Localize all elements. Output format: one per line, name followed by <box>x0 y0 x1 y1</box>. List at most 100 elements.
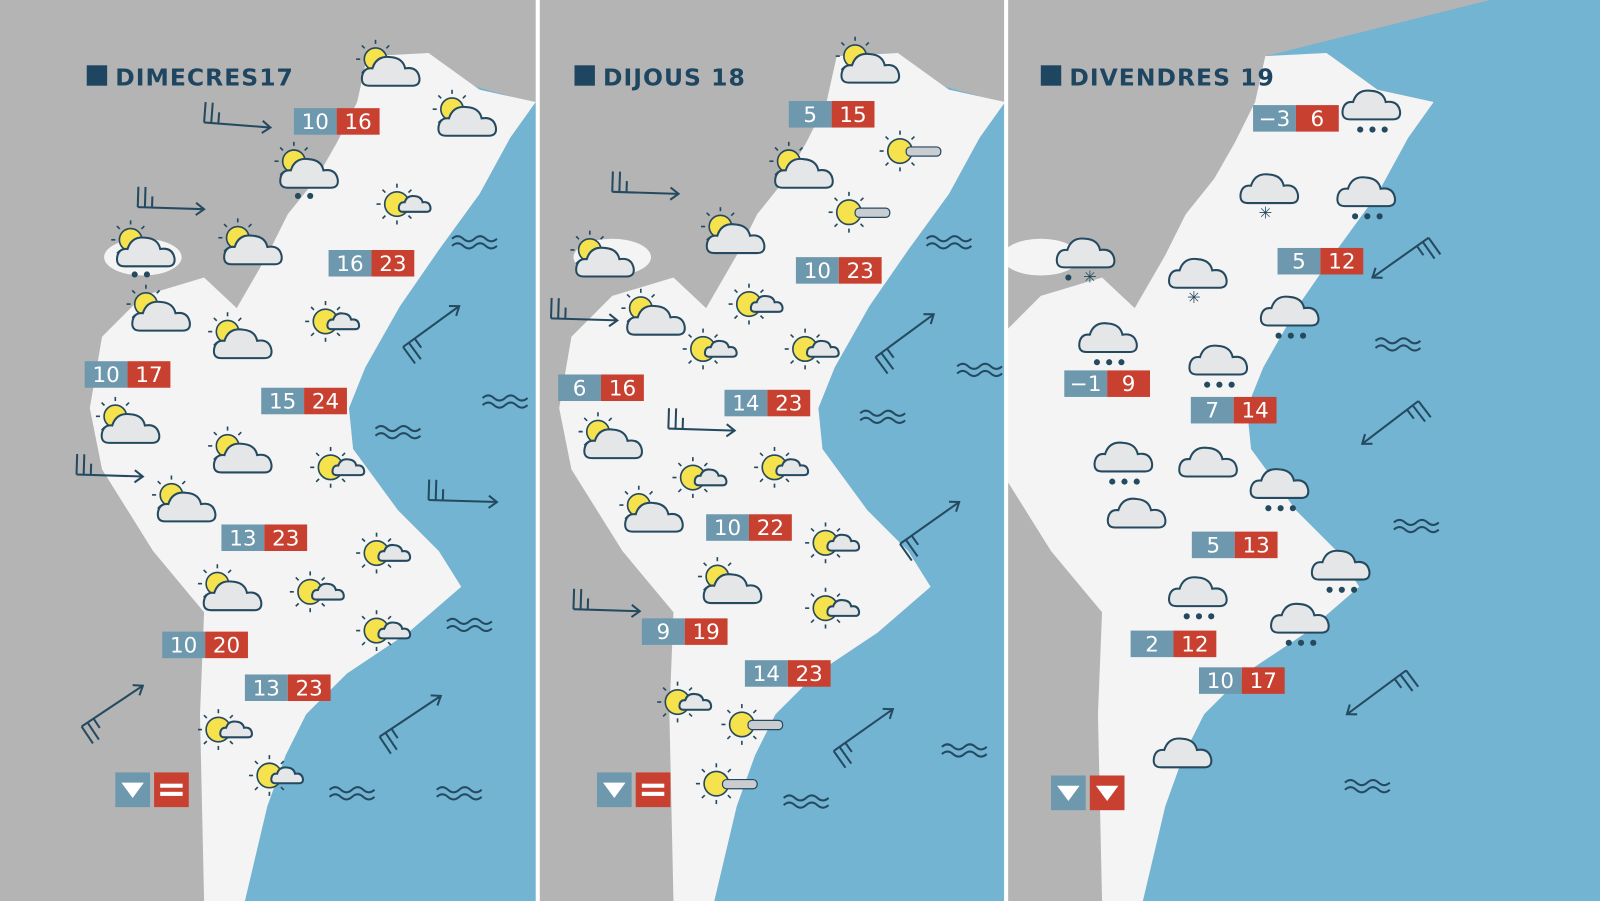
sun-cloud-icon <box>197 564 263 612</box>
cloud-rain-icon <box>1078 322 1138 366</box>
cloud-icon <box>1055 237 1116 269</box>
min-temp-box <box>1064 370 1108 397</box>
wave <box>956 362 1003 370</box>
max-temp: 9 <box>1122 372 1136 397</box>
sun-ray <box>865 41 870 46</box>
sun-ray <box>910 136 916 141</box>
max-temp-box <box>1295 105 1339 132</box>
rain-drop-icon <box>1204 381 1211 388</box>
wave <box>481 394 529 402</box>
cloud-rain-icon <box>1310 549 1371 593</box>
trend-down-icon <box>1089 775 1125 811</box>
sun-ray <box>785 478 790 483</box>
wind-arrow-icon <box>899 500 961 562</box>
sun-cloud-icon <box>432 89 498 137</box>
cloud-icon <box>397 194 432 213</box>
wave <box>941 750 988 758</box>
rain-drop-icon <box>1381 126 1388 133</box>
sun-ray <box>836 527 841 532</box>
cloud-icon <box>703 339 738 358</box>
sun-ray <box>810 593 815 598</box>
wind-arrow-icon <box>203 102 273 134</box>
max-temp: 12 <box>1328 250 1355 275</box>
sun-ray <box>361 564 366 569</box>
sea-waves-icon <box>1393 518 1440 534</box>
temperature-box: −1 9 <box>1064 370 1150 397</box>
sun-ray <box>254 760 259 765</box>
arrow-head <box>923 313 936 325</box>
sun-small-cloud-icon <box>376 183 432 225</box>
rain-drop-icon <box>1275 332 1282 339</box>
sun-ray <box>688 712 693 718</box>
wind-arrow-icon <box>427 479 499 509</box>
sun-ray <box>361 538 366 543</box>
sun-ray <box>237 317 242 322</box>
cloud-icon <box>774 157 834 189</box>
min-temp: 13 <box>253 676 280 701</box>
min-temp: 14 <box>753 662 780 687</box>
max-temp-box <box>1320 247 1364 275</box>
sun-ray <box>626 293 631 298</box>
wind-barb <box>427 479 431 501</box>
sun-ray <box>701 794 706 799</box>
sea-waves-icon <box>481 394 529 409</box>
cloud-icon <box>805 339 840 358</box>
temperature-box: 13 23 <box>244 674 331 701</box>
min-temp-box <box>221 524 265 552</box>
max-temp-box <box>748 514 792 541</box>
sun-small-cloud-icon <box>805 522 861 564</box>
sun-cloud-icon <box>570 230 635 278</box>
sun-ray <box>688 687 693 692</box>
sun-ray <box>785 452 790 457</box>
cloud-icon <box>223 234 283 266</box>
wind-shaft <box>899 501 960 545</box>
min-temp: −3 <box>1259 107 1291 132</box>
sun-ray <box>833 197 839 202</box>
sun-small-cloud-icon <box>784 328 840 370</box>
wind-barb <box>82 454 86 475</box>
sun-ray <box>213 431 218 436</box>
cloud-rain-icon <box>1341 89 1402 133</box>
sun-ray <box>101 402 106 407</box>
sun-ray <box>156 289 161 294</box>
min-temp: 2 <box>1145 632 1159 657</box>
sun-ray <box>229 714 234 719</box>
max-temp-box <box>304 387 347 415</box>
fog-bar-icon <box>905 146 942 157</box>
wind-arrow-icon <box>1371 236 1442 279</box>
wind-barb <box>874 356 889 375</box>
sun-ray <box>407 215 412 220</box>
sun-ray <box>816 359 821 364</box>
wave <box>446 617 493 625</box>
sea-waves-icon <box>446 617 493 633</box>
wind-barb <box>844 742 853 753</box>
sea-waves-icon <box>859 409 906 424</box>
min-temp-box <box>641 618 685 645</box>
wind-barb <box>910 535 919 546</box>
min-temp-box <box>1253 105 1296 132</box>
wind-arrow-icon <box>611 171 681 201</box>
sun-ray <box>701 768 706 773</box>
sun-cloud-rain-icon <box>274 141 339 199</box>
wind-barb <box>434 479 438 501</box>
max-temp-box <box>1173 630 1217 658</box>
day-title: DIJOUS 18 <box>603 64 746 92</box>
wave <box>374 432 422 440</box>
sea-waves-icon <box>956 362 1003 378</box>
equal-bar <box>160 791 183 796</box>
min-temp-box <box>84 361 128 388</box>
sun-ray <box>213 317 218 322</box>
sun-ray <box>833 223 839 228</box>
wave <box>328 793 376 801</box>
arrow-head <box>488 494 499 509</box>
cloud-icon <box>100 412 161 444</box>
sun-small-cloud-icon <box>728 283 784 325</box>
sun-cloud-icon <box>152 475 217 523</box>
rain-drop-icon <box>1216 381 1223 388</box>
wind-shaft <box>874 313 935 358</box>
wind-barb <box>413 337 423 349</box>
wind-barb <box>408 342 422 360</box>
sun-cloud-icon <box>697 557 763 605</box>
wind-barb <box>86 721 100 741</box>
sun-cloud-icon <box>95 396 161 444</box>
